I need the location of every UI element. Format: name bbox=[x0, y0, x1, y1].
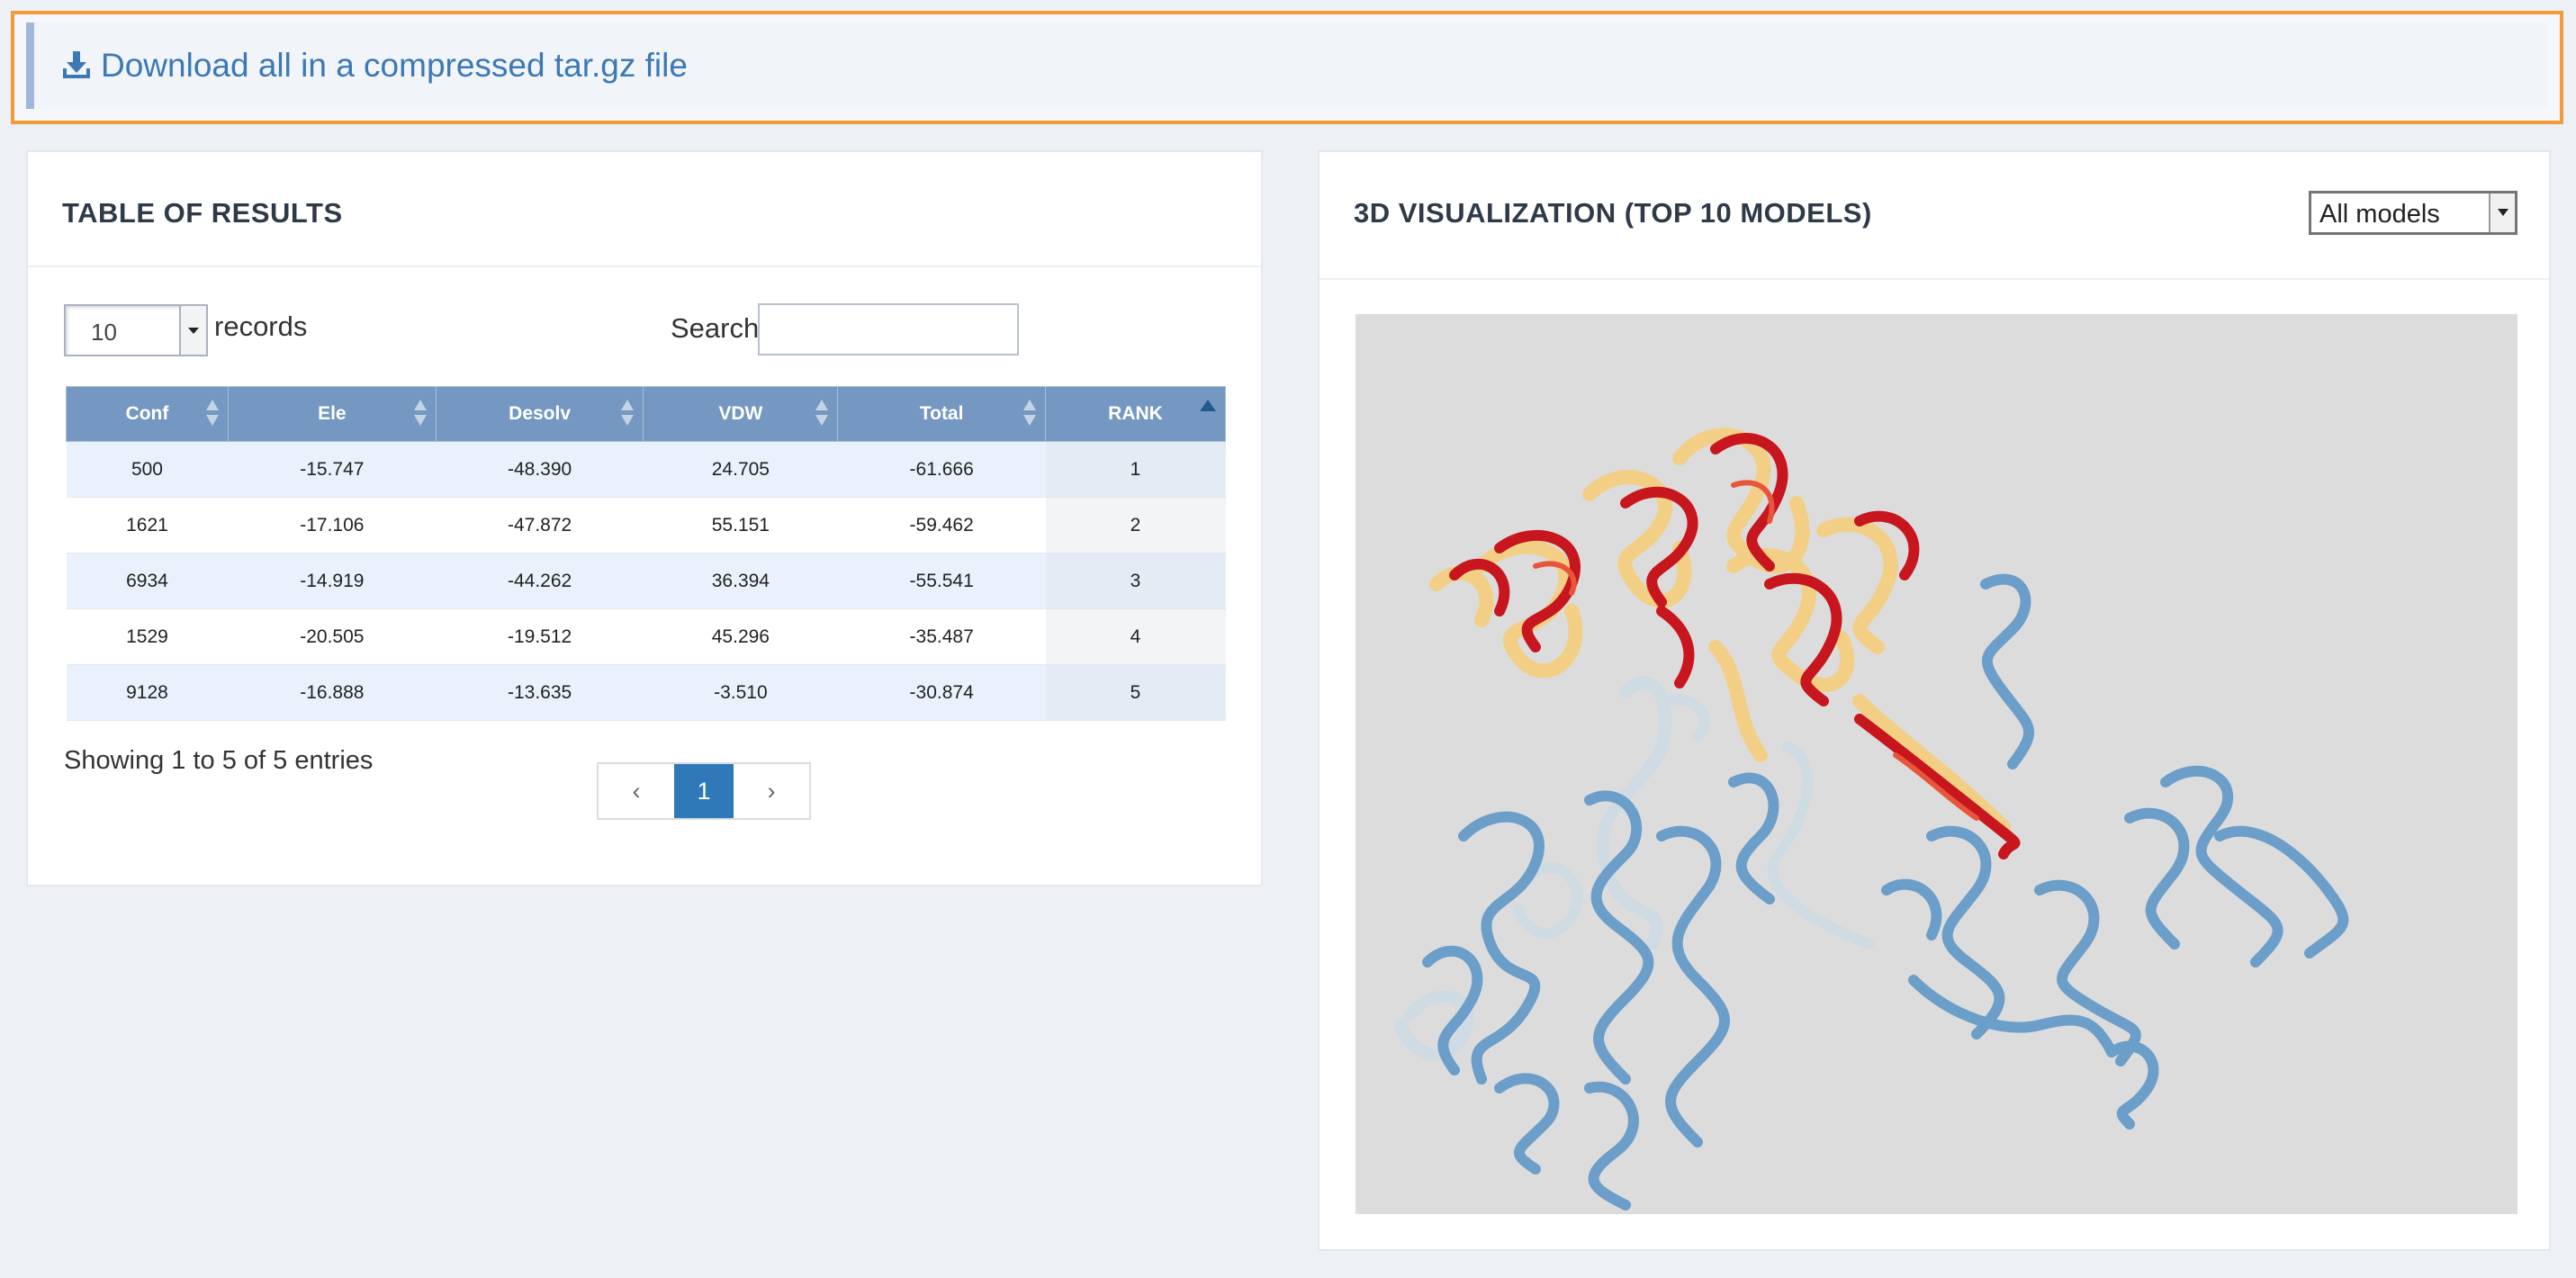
download-label: Download all in a compressed tar.gz file bbox=[101, 47, 688, 84]
pagination-page-button[interactable]: 1 bbox=[674, 764, 734, 818]
cell-conf: 1621 bbox=[66, 497, 229, 554]
cell-vdw: 45.296 bbox=[643, 608, 838, 665]
cell-rank: 5 bbox=[1045, 664, 1226, 721]
model-select-value: All models bbox=[2319, 200, 2440, 229]
cell-rank: 2 bbox=[1045, 497, 1226, 554]
cell-desolv: -19.512 bbox=[436, 608, 644, 665]
cell-ele: -20.505 bbox=[228, 608, 437, 665]
records-label: records bbox=[214, 310, 308, 342]
sort-icon bbox=[413, 400, 427, 427]
column-header-rank[interactable]: RANK bbox=[1045, 386, 1226, 442]
cell-ele: -15.747 bbox=[228, 441, 437, 498]
cell-total: -59.462 bbox=[837, 497, 1046, 554]
cell-vdw: 36.394 bbox=[643, 553, 838, 609]
cell-total: -30.874 bbox=[837, 664, 1046, 721]
pagination: ‹ 1 › bbox=[597, 762, 811, 820]
cell-conf: 500 bbox=[66, 441, 229, 498]
table-row: 6934 -14.919 -44.262 36.394 -55.541 3 bbox=[66, 553, 1226, 609]
cell-conf: 6934 bbox=[66, 553, 229, 609]
download-link[interactable]: Download all in a compressed tar.gz file bbox=[61, 47, 688, 85]
column-header-ele[interactable]: Ele bbox=[227, 386, 437, 442]
results-panel: TABLE OF RESULTS 10 records Search: Conf… bbox=[26, 150, 1263, 886]
results-divider bbox=[28, 266, 1261, 267]
cell-vdw: 24.705 bbox=[643, 441, 838, 498]
model-select[interactable]: All models bbox=[2309, 191, 2517, 235]
chevron-down-icon bbox=[2489, 194, 2515, 232]
column-header-total[interactable]: Total bbox=[837, 386, 1047, 442]
cell-conf: 1529 bbox=[66, 608, 229, 665]
column-header-vdw[interactable]: VDW bbox=[643, 386, 839, 442]
records-per-page-select[interactable]: 10 bbox=[64, 304, 208, 356]
cell-desolv: -44.262 bbox=[436, 553, 644, 609]
pagination-previous-button[interactable]: ‹ bbox=[632, 777, 641, 805]
results-title: TABLE OF RESULTS bbox=[62, 197, 343, 229]
sort-icon bbox=[1023, 400, 1037, 427]
table-header-row: Conf Ele Desolv VDW Total RANK bbox=[66, 386, 1226, 442]
visualization-divider bbox=[1320, 278, 2549, 280]
cell-ele: -17.106 bbox=[228, 497, 437, 554]
cell-desolv: -47.872 bbox=[436, 497, 644, 554]
cell-ele: -14.919 bbox=[228, 553, 437, 609]
cell-vdw: 55.151 bbox=[643, 497, 838, 554]
table-row: 1529 -20.505 -19.512 45.296 -35.487 4 bbox=[66, 608, 1226, 665]
sort-icon bbox=[205, 400, 219, 427]
cell-desolv: -13.635 bbox=[436, 664, 644, 721]
search-label: Search: bbox=[671, 312, 767, 344]
table-row: 1621 -17.106 -47.872 55.151 -59.462 2 bbox=[66, 497, 1226, 554]
cell-total: -55.541 bbox=[837, 553, 1046, 609]
visualization-title: 3D VISUALIZATION (TOP 10 MODELS) bbox=[1354, 197, 1872, 229]
pagination-next-button[interactable]: › bbox=[767, 777, 776, 805]
results-table: Conf Ele Desolv VDW Total RANK 500 -15.7… bbox=[66, 386, 1226, 721]
cell-conf: 9128 bbox=[66, 664, 229, 721]
molecule-viewer-canvas[interactable] bbox=[1356, 314, 2517, 1214]
sort-icon bbox=[815, 400, 829, 427]
column-header-desolv[interactable]: Desolv bbox=[435, 386, 644, 442]
search-input[interactable] bbox=[758, 303, 1019, 356]
visualization-panel: 3D VISUALIZATION (TOP 10 MODELS) All mod… bbox=[1318, 150, 2551, 1251]
table-info: Showing 1 to 5 of 5 entries bbox=[64, 746, 374, 775]
cell-desolv: -48.390 bbox=[436, 441, 644, 498]
cell-rank: 1 bbox=[1045, 441, 1226, 498]
chevron-down-icon bbox=[179, 306, 206, 355]
sort-icon bbox=[621, 400, 635, 427]
protein-structure-rendering bbox=[1394, 428, 2349, 1210]
download-icon bbox=[63, 51, 90, 78]
cell-total: -35.487 bbox=[837, 608, 1046, 665]
sort-ascending-icon bbox=[1200, 400, 1216, 411]
cell-vdw: -3.510 bbox=[643, 664, 838, 721]
download-alert: Download all in a compressed tar.gz file bbox=[26, 22, 2548, 109]
cell-ele: -16.888 bbox=[228, 664, 437, 721]
cell-rank: 4 bbox=[1045, 608, 1226, 665]
records-per-page-value: 10 bbox=[91, 319, 117, 346]
cell-rank: 3 bbox=[1045, 553, 1226, 609]
cell-total: -61.666 bbox=[837, 441, 1046, 498]
download-banner: Download all in a compressed tar.gz file bbox=[11, 11, 2563, 124]
column-header-conf[interactable]: Conf bbox=[66, 386, 229, 442]
table-row: 9128 -16.888 -13.635 -3.510 -30.874 5 bbox=[66, 664, 1226, 721]
table-row: 500 -15.747 -48.390 24.705 -61.666 1 bbox=[66, 441, 1226, 498]
